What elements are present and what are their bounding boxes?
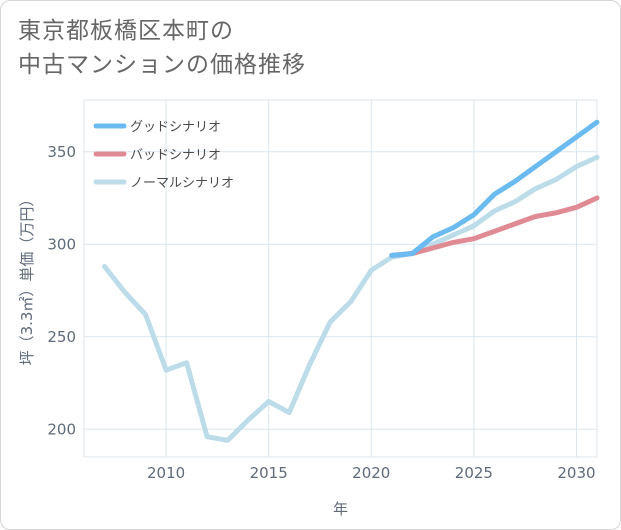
x-tick-label: 2020	[352, 464, 390, 482]
x-tick-label: 2010	[147, 464, 185, 482]
series-line-1	[389, 119, 600, 258]
plot-frame	[83, 99, 598, 458]
y-tick-label: 250	[47, 328, 76, 346]
axes: 2010 2015 2020 2025 2030 200 250 300 350 年 坪（3.3㎡）…	[18, 143, 596, 518]
chart-title-line-1: 東京都板橋区本町の	[18, 18, 234, 44]
legend-label: グッドシナリオ	[130, 120, 221, 135]
chart-title-line-2: 中古マンションの価格推移	[18, 52, 306, 78]
legend-label: バッドシナリオ	[130, 148, 221, 163]
y-tick-label: 350	[47, 143, 76, 161]
y-tick-label: 200	[47, 420, 76, 438]
y-tick-label: 300	[47, 235, 76, 253]
x-axis-title: 年	[333, 500, 348, 518]
x-tick-label: 2030	[557, 464, 595, 482]
x-tick-label: 2015	[250, 464, 288, 482]
series-lines	[102, 119, 600, 443]
legend-label: ノーマルシナリオ	[130, 176, 234, 191]
series-line-3	[102, 154, 600, 443]
y-axis-title: 坪（3.3㎡）単価（万円）	[18, 192, 36, 366]
x-tick-label: 2025	[455, 464, 493, 482]
grid-lines	[83, 99, 598, 458]
series-line-2	[389, 195, 600, 258]
chart-title: 東京都板橋区本町の 中古マンションの価格推移	[18, 14, 306, 82]
